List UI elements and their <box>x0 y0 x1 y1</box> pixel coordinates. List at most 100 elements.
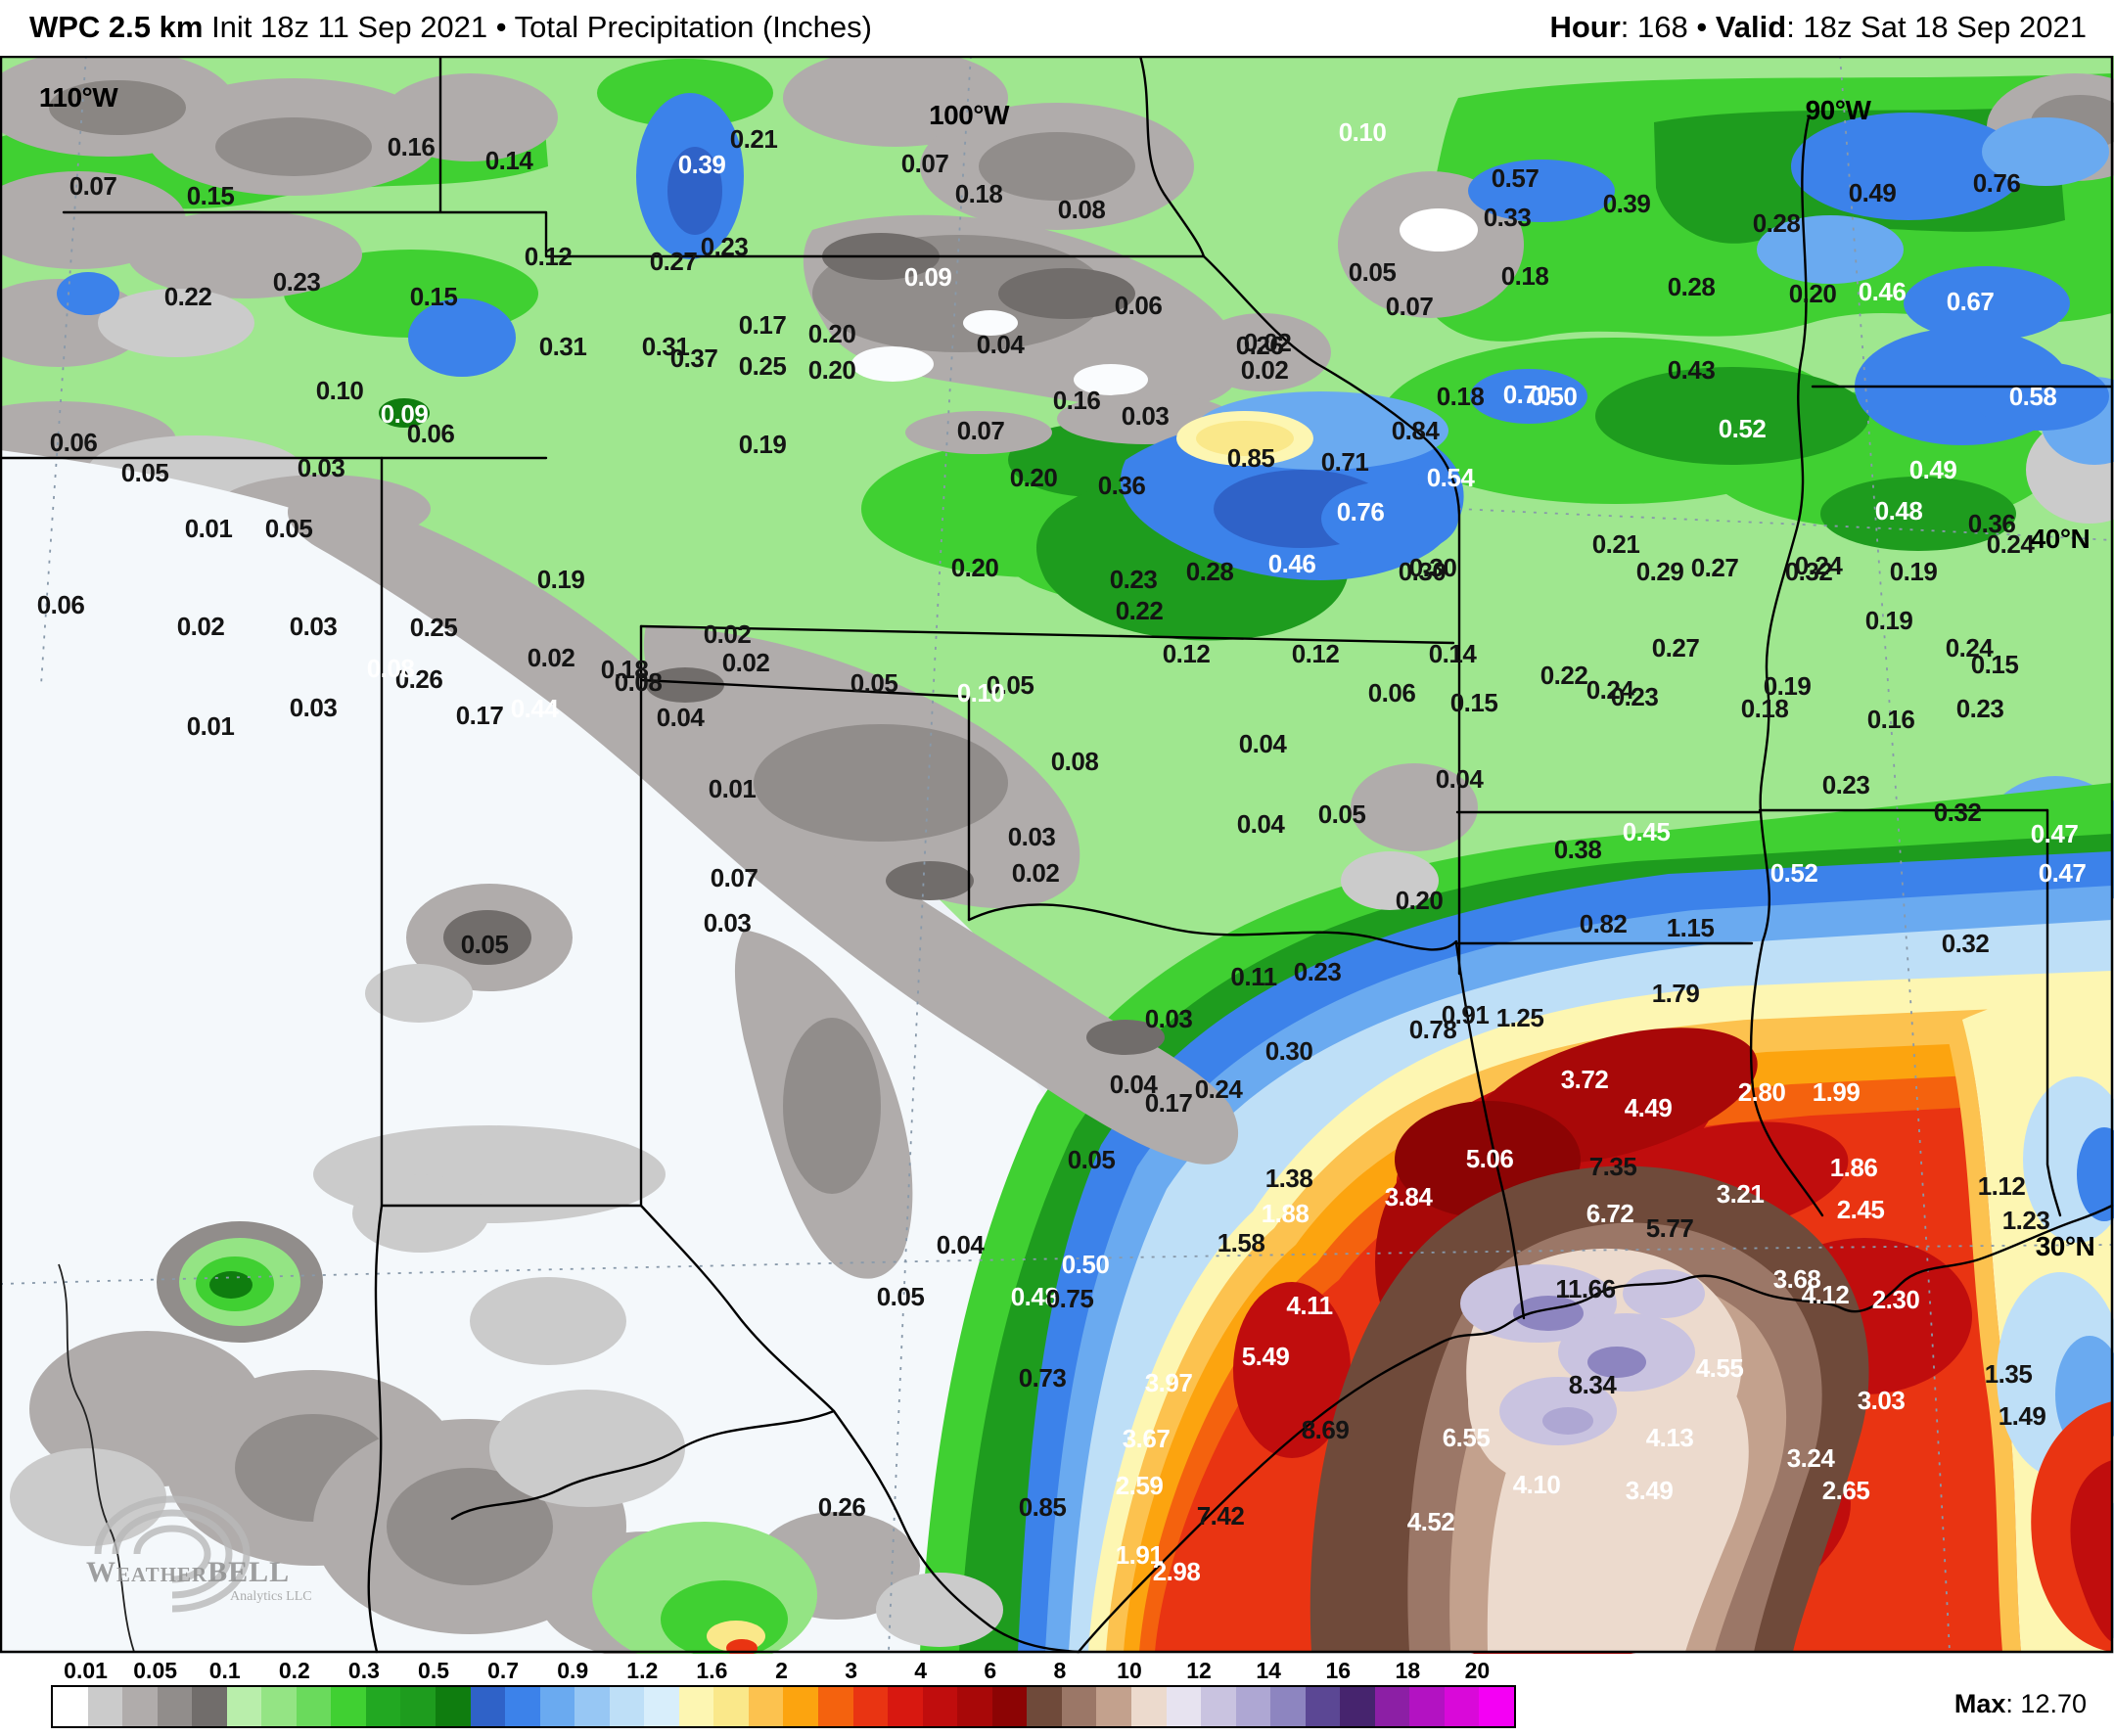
colorbar-cell <box>574 1687 610 1726</box>
precip-value-label: 0.52 <box>1769 858 1818 888</box>
model-name: WPC 2.5 km <box>29 10 204 44</box>
precip-value-label: 0.30 <box>1264 1036 1313 1066</box>
precip-value-label: 0.21 <box>1591 529 1640 559</box>
precip-value-label: 2.30 <box>1871 1285 1920 1314</box>
precip-value-label: 0.45 <box>1622 817 1671 846</box>
precip-value-label: 0.06 <box>1367 678 1416 708</box>
precip-value-label: 0.20 <box>1788 279 1837 308</box>
precip-value-label: 0.31 <box>641 332 690 361</box>
colorbar-cell <box>226 1687 262 1726</box>
colorbar-tick-label: 0.1 <box>208 1658 241 1683</box>
colorbar-cell <box>261 1687 297 1726</box>
precip-value-label: 0.23 <box>1610 682 1659 711</box>
colorbar-cell <box>922 1687 958 1726</box>
precip-value-label: 0.18 <box>954 179 1003 208</box>
colorbar-cell <box>1235 1687 1271 1726</box>
precip-value-label: 0.07 <box>1385 292 1434 321</box>
colorbar-cell <box>609 1687 645 1726</box>
precip-value-label: 0.15 <box>409 282 458 311</box>
precip-value-label: 0.16 <box>1052 386 1101 415</box>
precip-value-label: 0.14 <box>1428 639 1477 668</box>
colorbar-tick-label: 8 <box>1053 1658 1067 1683</box>
precip-value-label: 0.05 <box>850 668 898 698</box>
precip-value-label: 0.24 <box>1945 633 1994 662</box>
precip-value-label: 0.21 <box>729 124 778 154</box>
watermark-subtext: Analytics LLC <box>230 1589 312 1604</box>
precip-value-label: 0.10 <box>315 376 364 405</box>
precip-value-label: 1.23 <box>2001 1206 2050 1235</box>
precip-value-label: 0.12 <box>1291 639 1340 668</box>
precip-value-label: 0.39 <box>677 150 726 179</box>
precip-value-label: 0.06 <box>406 419 455 448</box>
colorbar-tick-label: 0.05 <box>133 1658 178 1683</box>
precip-value-label: 0.02 <box>703 619 752 649</box>
colorbar-cell <box>470 1687 506 1726</box>
precip-value-label: 0.30 <box>1408 553 1457 582</box>
precip-value-label: 0.06 <box>1114 291 1163 320</box>
precip-value-label: 1.15 <box>1666 913 1715 942</box>
precip-value-label: 0.23 <box>1293 957 1342 986</box>
precip-value-label: 2.80 <box>1737 1077 1786 1107</box>
precip-value-label: 0.20 <box>807 355 856 385</box>
precip-value-label: 0.50 <box>1061 1250 1110 1279</box>
precip-value-label: 11.66 <box>1555 1274 1616 1303</box>
colorbar-cell <box>1166 1687 1202 1726</box>
precip-value-label: 1.58 <box>1217 1228 1265 1257</box>
precip-value-label: 0.18 <box>1740 694 1789 723</box>
precip-value-label: 0.04 <box>936 1230 985 1259</box>
precip-value-label: 0.04 <box>656 703 705 732</box>
precip-value-label: 4.52 <box>1406 1507 1455 1536</box>
precip-value-label: 4.55 <box>1695 1353 1744 1383</box>
precip-value-label: 0.26 <box>1235 331 1284 360</box>
precip-value-label: 0.07 <box>956 416 1005 445</box>
valid-label: Valid <box>1715 10 1787 44</box>
precip-value-label: 7.35 <box>1588 1152 1637 1181</box>
max-value: Max: 12.70 <box>1954 1689 2087 1719</box>
precip-value-label: 0.05 <box>264 514 313 543</box>
colorbar-tick-label: 14 <box>1256 1658 1281 1683</box>
precip-value-label: 0.76 <box>1972 168 2021 198</box>
precip-value-label: 0.03 <box>1121 401 1170 431</box>
precip-value-label: 0.27 <box>1690 553 1739 582</box>
colorbar-cell <box>1305 1687 1341 1726</box>
precip-value-label: 0.22 <box>163 282 212 311</box>
precip-value-label: 0.08 <box>614 667 663 697</box>
precip-value-label: 3.72 <box>1560 1065 1609 1094</box>
precip-value-label: 0.47 <box>2038 858 2087 888</box>
precip-value-label: 0.02 <box>1011 858 1060 888</box>
precip-value-label: 0.04 <box>1236 809 1285 839</box>
precip-value-label: 0.23 <box>1955 694 2004 723</box>
precip-value-label: 0.03 <box>1144 1004 1193 1033</box>
precip-value-label: 0.46 <box>1267 549 1316 578</box>
graticule-label: 100°W <box>929 100 1009 130</box>
precip-value-label: 3.67 <box>1122 1424 1171 1453</box>
colorbar-cell <box>818 1687 853 1726</box>
precip-value-label: 0.05 <box>120 458 169 487</box>
colorbar-cell <box>539 1687 575 1726</box>
precip-value-label: 0.22 <box>1540 661 1588 690</box>
hour-value: : 168 • <box>1620 10 1716 44</box>
precip-value-label: 0.54 <box>1426 463 1475 492</box>
precip-value-label: 3.24 <box>1786 1443 1835 1473</box>
precip-value-label: 5.49 <box>1241 1342 1290 1371</box>
precip-value-label: 0.25 <box>409 613 458 642</box>
precip-value-label: 0.23 <box>700 232 749 261</box>
precip-value-label: 0.05 <box>986 670 1034 700</box>
precip-value-label: 0.32 <box>1941 929 1990 958</box>
colorbar-area: 0.01 0.05 0.1 0.2 0.3 0.5 0.7 0.9 1.2 1.6 2 3 4 6 8 10 1… <box>0 1654 2114 1736</box>
precip-value-label: 1.99 <box>1812 1077 1861 1107</box>
precip-value-label: 0.30 <box>1398 557 1447 586</box>
precip-value-label: 0.48 <box>1010 1282 1059 1311</box>
colorbar-cell <box>400 1687 437 1726</box>
colorbar-cell <box>53 1687 88 1726</box>
precip-value-label: 0.26 <box>817 1492 866 1522</box>
colorbar-tick-label: 10 <box>1117 1658 1142 1683</box>
precip-value-label: 0.14 <box>484 146 533 175</box>
precip-value-label: 4.49 <box>1624 1093 1673 1122</box>
precip-value-label: 8.34 <box>1568 1370 1617 1399</box>
colorbar-tick-label: 4 <box>914 1658 928 1683</box>
colorbar-cell <box>436 1687 471 1726</box>
precip-value-label: 0.75 <box>1045 1284 1094 1313</box>
precip-value-label: 4.10 <box>1512 1470 1561 1499</box>
precip-value-label: 0.02 <box>721 648 770 677</box>
